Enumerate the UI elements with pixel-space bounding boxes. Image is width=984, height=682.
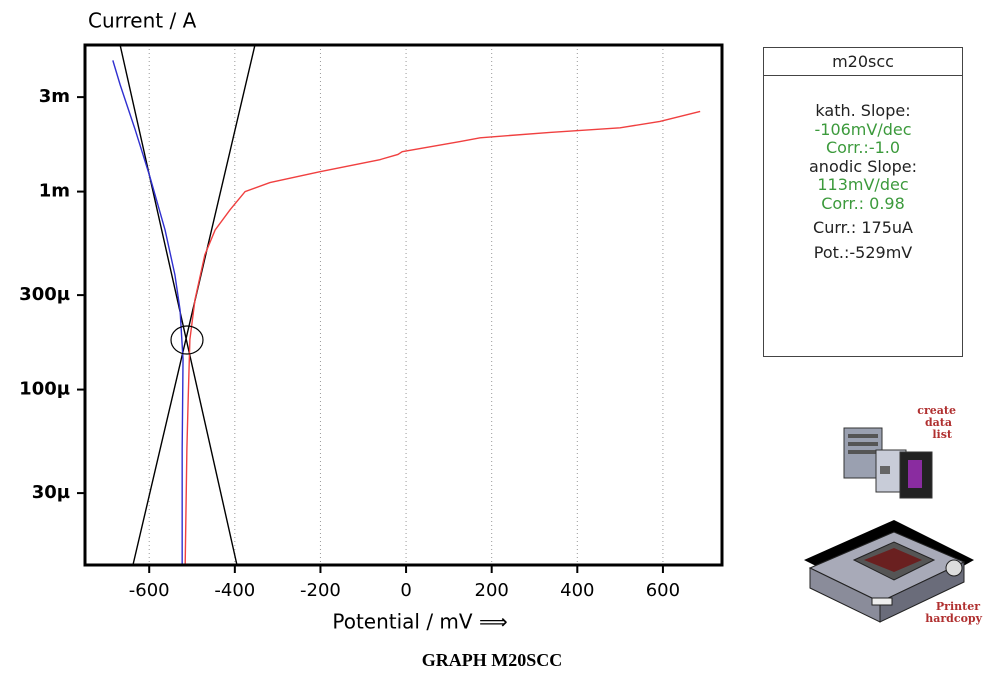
y-tick-label: 30µ — [32, 482, 70, 503]
button-label[interactable]: hardcopy — [925, 612, 982, 625]
panel-line: Corr.:-1.0 — [825, 138, 901, 157]
x-tick-label: -400 — [214, 580, 255, 601]
button-label[interactable]: data — [925, 416, 952, 429]
panel-title: m20scc — [764, 48, 962, 76]
y-tick-label: 300µ — [19, 284, 70, 305]
button-label[interactable]: create — [917, 404, 956, 417]
result-panel: m20scc kath. Slope: -106mV/dec Corr.:-1.… — [763, 47, 963, 357]
plot-lines — [112, 45, 701, 565]
series-line — [119, 45, 238, 565]
button-label[interactable]: Printer — [936, 600, 980, 613]
printer-hardcopy-button[interactable]: Printer hardcopy — [804, 520, 983, 625]
y-tick-label: 100µ — [19, 379, 70, 400]
x-tick-label: -200 — [300, 580, 341, 601]
x-tick-label: -600 — [129, 580, 170, 601]
series-line — [184, 110, 701, 565]
x-tick-label: 600 — [646, 580, 680, 601]
create-data-list-button[interactable]: create data list — [843, 404, 956, 499]
panel-line: Corr.: 0.98 — [821, 193, 905, 213]
panel-line: -106mV/dec — [814, 119, 912, 139]
x-tick-label: 200 — [475, 580, 509, 601]
panel-line: anodic Slope: — [809, 156, 917, 176]
chart-title: Current / A — [88, 9, 197, 33]
plot-frame — [83, 43, 724, 567]
x-axis-label: Potential / mV ⟹ — [332, 610, 507, 634]
panel-line: kath. Slope: — [815, 101, 911, 120]
y-tick-label: 1m — [39, 181, 70, 202]
corrosion-marker — [170, 325, 204, 355]
caption: GRAPH M20SCC — [421, 650, 563, 670]
panel-line: 113mV/dec — [817, 175, 909, 194]
panel-line: Curr.: 175uA — [813, 218, 913, 237]
panel-line: Pot.:-529mV — [813, 242, 913, 262]
y-tick-label: 3m — [39, 86, 70, 107]
grid — [148, 45, 664, 565]
chart: Current / A Potential / mV ⟹ -600 -400 -20… — [19, 9, 724, 634]
button-label[interactable]: list — [932, 428, 953, 441]
x-tick-label: 0 — [400, 580, 411, 601]
series-line — [112, 60, 184, 565]
buttons: create data list Printer hardcopy — [804, 404, 983, 625]
x-tick-label: 400 — [560, 580, 594, 601]
